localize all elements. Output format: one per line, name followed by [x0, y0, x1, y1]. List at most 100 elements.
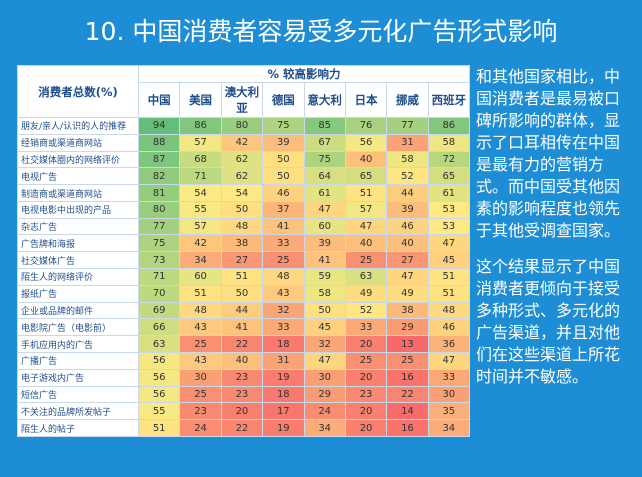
value-cell: 47 [303, 200, 346, 219]
value-cell: 75 [137, 234, 181, 253]
value-cell: 58 [427, 133, 471, 152]
value-cell: 38 [386, 301, 429, 320]
value-cell: 33 [427, 368, 471, 387]
value-cell: 47 [427, 351, 471, 370]
value-cell: 75 [262, 117, 305, 135]
value-cell: 33 [344, 318, 388, 337]
value-cell: 36 [427, 335, 471, 353]
table-row: 电子游戏内广告 56 30 23 19 30 20 16 33 [17, 368, 471, 387]
value-cell: 58 [386, 150, 429, 169]
column-header: 西班牙 [427, 82, 471, 118]
value-cell: 63 [344, 268, 388, 286]
value-cell: 19 [262, 368, 305, 387]
column-header: 挪威 [386, 82, 429, 118]
value-cell: 61 [303, 184, 346, 202]
value-cell: 87 [137, 150, 181, 169]
paragraph: 和其他国家相比，中国消费者是最易被口碑所影响的群体，显示了口耳相传在中国是最有力… [476, 67, 621, 240]
value-cell: 71 [137, 268, 181, 286]
value-cell: 46 [262, 184, 305, 202]
value-cell: 16 [386, 419, 429, 437]
value-cell: 68 [179, 150, 222, 169]
value-cell: 57 [344, 200, 388, 219]
value-cell: 46 [386, 217, 429, 236]
value-cell: 27 [220, 251, 264, 270]
row-label: 社交媒体广告 [17, 251, 139, 270]
value-cell: 22 [386, 385, 429, 404]
row-header: 消费者总数(%) [17, 65, 139, 118]
value-cell: 29 [386, 318, 429, 337]
column-header: 中国 [137, 82, 181, 118]
value-cell: 23 [179, 402, 222, 421]
value-cell: 49 [386, 284, 429, 303]
value-cell: 23 [344, 385, 388, 404]
value-cell: 56 [137, 351, 181, 370]
value-cell: 42 [179, 234, 222, 253]
value-cell: 51 [179, 284, 222, 303]
value-cell: 32 [262, 301, 305, 320]
value-cell: 60 [179, 268, 222, 286]
table-row: 手机应用内的广告 63 25 22 18 32 20 13 36 [17, 335, 471, 353]
value-cell: 41 [303, 251, 346, 270]
row-label: 报纸广告 [17, 284, 139, 303]
row-label: 企业或品牌的邮件 [17, 301, 139, 320]
value-cell: 48 [179, 301, 222, 320]
value-cell: 30 [427, 385, 471, 404]
value-cell: 71 [179, 167, 222, 186]
value-cell: 44 [220, 301, 264, 320]
row-label: 不关注的品牌所发帖子 [17, 402, 139, 421]
value-cell: 37 [262, 200, 305, 219]
value-cell: 31 [386, 133, 429, 152]
value-cell: 46 [427, 318, 471, 337]
value-cell: 56 [344, 133, 388, 152]
value-cell: 48 [220, 217, 264, 236]
value-cell: 65 [344, 167, 388, 186]
table-row: 广播广告 56 43 40 31 47 25 25 47 [17, 351, 471, 370]
value-cell: 25 [386, 351, 429, 370]
data-table: 消费者总数(%)% 较高影响力 中国 美国 澳大利亚 德国 意大利 日本 挪威 西班牙 朋友/亲人… [17, 65, 471, 437]
value-cell: 58 [303, 284, 346, 303]
value-cell: 51 [427, 284, 471, 303]
table-row: 经销商或渠道商网站 88 57 42 39 67 56 31 58 [17, 133, 471, 152]
value-cell: 55 [179, 200, 222, 219]
row-label: 电影院广告（电影前） [17, 318, 139, 337]
value-cell: 44 [386, 184, 429, 202]
table-row: 朋友/亲人/认识的人的推荐 94 86 80 75 85 76 77 86 [17, 117, 471, 135]
value-cell: 39 [386, 200, 429, 219]
value-cell: 57 [179, 133, 222, 152]
row-label: 陌生人的网络评价 [17, 268, 139, 286]
value-cell: 54 [179, 184, 222, 202]
value-cell: 20 [344, 402, 388, 421]
value-cell: 65 [427, 167, 471, 186]
row-label: 短信广告 [17, 385, 139, 404]
row-label: 电视广告 [17, 167, 139, 186]
table-row: 陌生人的网络评价 71 60 51 48 59 63 47 51 [17, 268, 471, 286]
value-cell: 50 [262, 167, 305, 186]
value-cell: 82 [137, 167, 181, 186]
row-label: 手机应用内的广告 [17, 335, 139, 353]
value-cell: 48 [427, 301, 471, 320]
value-cell: 39 [262, 133, 305, 152]
table-row: 广告牌和海报 75 42 38 33 39 40 40 47 [17, 234, 471, 253]
value-cell: 22 [220, 335, 264, 353]
value-cell: 57 [179, 217, 222, 236]
header-row: 中国 美国 澳大利亚 德国 意大利 日本 挪威 西班牙 [18, 82, 471, 118]
row-label: 电视电影中出现的产品 [17, 200, 139, 219]
value-cell: 64 [303, 167, 346, 186]
value-cell: 50 [220, 200, 264, 219]
value-cell: 35 [427, 402, 471, 421]
value-cell: 16 [386, 368, 429, 387]
value-cell: 47 [303, 351, 346, 370]
value-cell: 47 [427, 234, 471, 253]
value-cell: 50 [303, 301, 346, 320]
value-cell: 51 [427, 268, 471, 286]
value-cell: 34 [179, 251, 222, 270]
value-cell: 76 [344, 117, 388, 135]
row-label: 陌生人的帖子 [17, 419, 139, 437]
value-cell: 54 [220, 184, 264, 202]
value-cell: 24 [179, 419, 222, 437]
value-cell: 73 [137, 251, 181, 270]
value-cell: 23 [220, 368, 264, 387]
value-cell: 51 [220, 268, 264, 286]
paragraph: 这个结果显示了中国消费者更倾向于接受多种形式、多元化的广告渠道，并且对他们在这些… [476, 257, 621, 386]
table-row: 制造商或渠道商网站 81 54 54 46 61 51 44 61 [17, 184, 471, 202]
